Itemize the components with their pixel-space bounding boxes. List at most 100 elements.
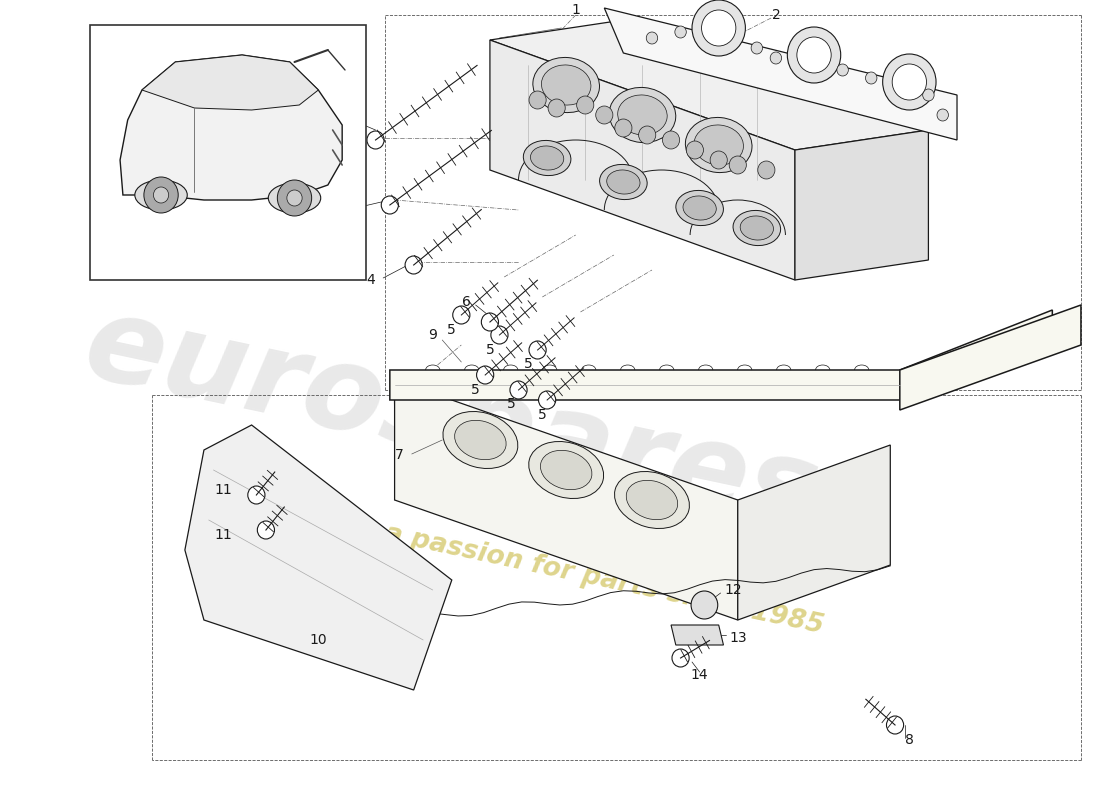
- Circle shape: [476, 366, 494, 384]
- Circle shape: [837, 64, 848, 76]
- Ellipse shape: [529, 442, 604, 498]
- Ellipse shape: [600, 165, 647, 199]
- Ellipse shape: [454, 420, 506, 460]
- Ellipse shape: [268, 183, 321, 213]
- Circle shape: [615, 119, 632, 137]
- Text: 5: 5: [485, 343, 494, 357]
- Circle shape: [675, 26, 686, 38]
- Text: eurospares: eurospares: [75, 286, 828, 554]
- Bar: [89, 25, 366, 280]
- Text: 4: 4: [366, 273, 375, 287]
- Ellipse shape: [685, 118, 752, 173]
- Polygon shape: [795, 130, 928, 280]
- Circle shape: [923, 89, 934, 101]
- Circle shape: [576, 96, 594, 114]
- Text: 2: 2: [771, 8, 780, 22]
- Circle shape: [144, 177, 178, 213]
- Text: 10: 10: [309, 633, 327, 647]
- Text: 3: 3: [333, 108, 342, 122]
- Circle shape: [691, 591, 717, 619]
- Circle shape: [937, 109, 948, 121]
- Circle shape: [405, 256, 422, 274]
- Circle shape: [529, 91, 547, 109]
- Text: 5: 5: [538, 408, 547, 422]
- Text: 8: 8: [905, 733, 914, 747]
- Circle shape: [686, 141, 703, 159]
- Circle shape: [153, 187, 168, 203]
- Ellipse shape: [626, 480, 678, 520]
- Text: 7: 7: [395, 448, 404, 462]
- Text: 11: 11: [214, 483, 232, 497]
- Text: 12: 12: [724, 583, 741, 597]
- Text: 14: 14: [691, 668, 708, 682]
- Circle shape: [758, 161, 774, 179]
- Circle shape: [639, 126, 656, 144]
- Text: a passion for parts since 1985: a passion for parts since 1985: [383, 521, 826, 639]
- Circle shape: [510, 381, 527, 399]
- Ellipse shape: [541, 65, 591, 105]
- Circle shape: [770, 52, 782, 64]
- Circle shape: [672, 649, 689, 667]
- Ellipse shape: [733, 210, 781, 246]
- Circle shape: [248, 486, 265, 504]
- Polygon shape: [395, 380, 738, 620]
- Polygon shape: [671, 625, 724, 645]
- Circle shape: [662, 131, 680, 149]
- Circle shape: [277, 180, 311, 216]
- Polygon shape: [900, 305, 1081, 410]
- Circle shape: [257, 521, 275, 539]
- Ellipse shape: [443, 411, 518, 469]
- Ellipse shape: [607, 170, 640, 194]
- Polygon shape: [389, 310, 1053, 400]
- Ellipse shape: [524, 141, 571, 175]
- Circle shape: [287, 190, 303, 206]
- Circle shape: [796, 37, 832, 73]
- Circle shape: [529, 341, 547, 359]
- Circle shape: [882, 54, 936, 110]
- Ellipse shape: [618, 95, 668, 135]
- Text: 13: 13: [729, 631, 747, 645]
- Circle shape: [866, 72, 877, 84]
- Circle shape: [382, 196, 398, 214]
- Circle shape: [692, 0, 746, 56]
- Polygon shape: [738, 445, 890, 620]
- Text: 6: 6: [462, 295, 471, 309]
- Ellipse shape: [530, 146, 564, 170]
- Text: 3: 3: [333, 203, 342, 217]
- Polygon shape: [142, 55, 318, 110]
- Circle shape: [482, 313, 498, 331]
- Circle shape: [596, 106, 613, 124]
- Ellipse shape: [683, 196, 716, 220]
- Text: 5: 5: [506, 397, 515, 411]
- Circle shape: [491, 326, 508, 344]
- Text: 5: 5: [524, 357, 532, 371]
- Ellipse shape: [609, 87, 675, 142]
- Circle shape: [892, 64, 926, 100]
- Circle shape: [702, 10, 736, 46]
- Circle shape: [887, 716, 903, 734]
- Polygon shape: [185, 425, 452, 690]
- Polygon shape: [120, 55, 342, 200]
- Polygon shape: [604, 8, 957, 140]
- Text: 9: 9: [428, 328, 437, 342]
- Circle shape: [788, 27, 840, 83]
- Ellipse shape: [540, 450, 592, 490]
- Circle shape: [539, 391, 556, 409]
- Circle shape: [453, 306, 470, 324]
- Circle shape: [647, 32, 658, 44]
- Polygon shape: [490, 40, 795, 280]
- Text: 11: 11: [214, 528, 232, 542]
- Ellipse shape: [532, 58, 600, 113]
- Circle shape: [548, 99, 565, 117]
- Circle shape: [729, 156, 746, 174]
- Ellipse shape: [135, 180, 187, 210]
- Text: 5: 5: [448, 323, 456, 337]
- Circle shape: [367, 131, 384, 149]
- Ellipse shape: [740, 216, 773, 240]
- Ellipse shape: [675, 190, 724, 226]
- Text: 1: 1: [571, 3, 580, 17]
- Circle shape: [751, 42, 762, 54]
- Ellipse shape: [694, 125, 744, 165]
- Circle shape: [711, 151, 727, 169]
- Polygon shape: [490, 20, 928, 150]
